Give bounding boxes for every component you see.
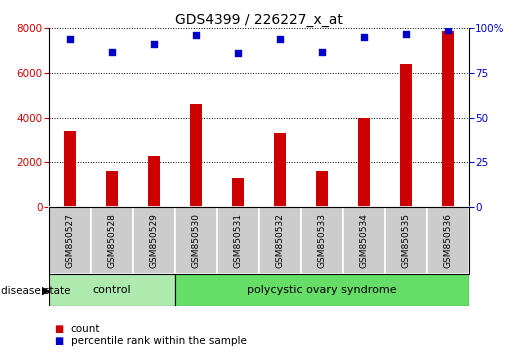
Point: [359, 34, 368, 40]
Point: [234, 51, 242, 56]
Point: [150, 41, 158, 47]
Bar: [400, 64, 411, 207]
Text: GSM850536: GSM850536: [443, 213, 452, 268]
Text: GSM850527: GSM850527: [65, 213, 74, 268]
Text: polycystic ovary syndrome: polycystic ovary syndrome: [247, 285, 397, 295]
Bar: [49, 207, 91, 274]
Text: ■: ■: [54, 324, 63, 333]
Text: GSM850531: GSM850531: [233, 213, 242, 268]
Text: count: count: [71, 324, 100, 333]
Bar: [274, 133, 286, 207]
Bar: [316, 171, 328, 207]
Text: ▶: ▶: [42, 286, 51, 296]
Bar: [301, 207, 342, 274]
Bar: [175, 207, 217, 274]
Bar: [385, 207, 426, 274]
Text: GSM850533: GSM850533: [317, 213, 326, 268]
Point: [443, 27, 452, 33]
Point: [318, 49, 326, 55]
Point: [192, 33, 200, 38]
Point: [402, 31, 410, 36]
Bar: [232, 178, 244, 207]
Text: GSM850528: GSM850528: [108, 213, 116, 268]
Text: GSM850535: GSM850535: [401, 213, 410, 268]
Text: GSM850529: GSM850529: [149, 213, 158, 268]
Bar: [217, 207, 259, 274]
Text: GSM850534: GSM850534: [359, 213, 368, 268]
Title: GDS4399 / 226227_x_at: GDS4399 / 226227_x_at: [175, 13, 342, 27]
Bar: [426, 207, 469, 274]
Bar: [49, 274, 175, 306]
Bar: [133, 207, 175, 274]
Bar: [91, 207, 133, 274]
Text: ■: ■: [54, 336, 63, 346]
Point: [108, 49, 116, 55]
Bar: [358, 118, 370, 207]
Bar: [64, 131, 76, 207]
Bar: [190, 104, 202, 207]
Bar: [442, 30, 454, 207]
Bar: [175, 274, 469, 306]
Bar: [342, 207, 385, 274]
Text: GSM850530: GSM850530: [192, 213, 200, 268]
Bar: [106, 171, 118, 207]
Bar: [148, 156, 160, 207]
Point: [276, 36, 284, 42]
Bar: [259, 207, 301, 274]
Text: percentile rank within the sample: percentile rank within the sample: [71, 336, 247, 346]
Text: disease state: disease state: [1, 286, 71, 296]
Point: [66, 36, 74, 42]
Text: control: control: [93, 285, 131, 295]
Text: GSM850532: GSM850532: [276, 213, 284, 268]
